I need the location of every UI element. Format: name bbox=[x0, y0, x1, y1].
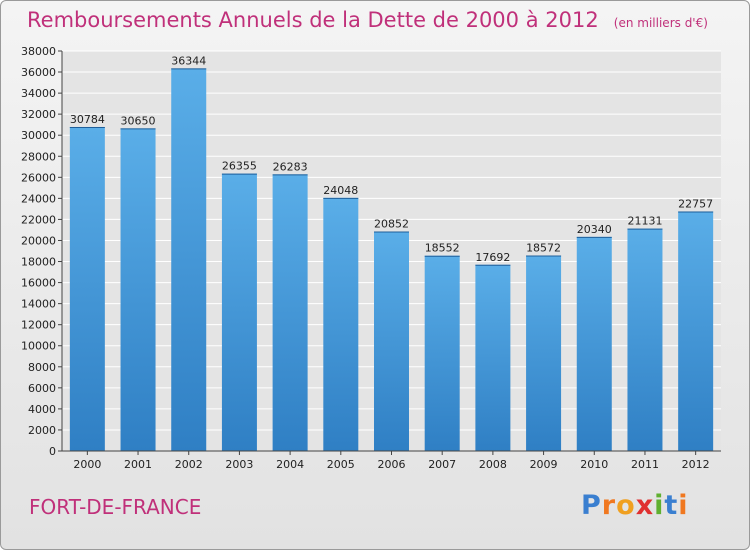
y-tick-label: 16000 bbox=[21, 277, 56, 290]
x-tick-label: 2011 bbox=[631, 458, 659, 471]
x-tick-label: 2005 bbox=[327, 458, 355, 471]
bars-group bbox=[69, 68, 714, 452]
y-tick-label: 30000 bbox=[21, 129, 56, 142]
x-tick-label: 2002 bbox=[175, 458, 203, 471]
brand-letter: i bbox=[678, 490, 689, 521]
data-label: 20340 bbox=[577, 223, 612, 236]
data-label: 22757 bbox=[678, 197, 713, 210]
bar bbox=[221, 173, 257, 451]
data-label: 26355 bbox=[222, 160, 257, 173]
y-tick-label: 18000 bbox=[21, 256, 56, 269]
bar bbox=[374, 231, 409, 451]
bar bbox=[526, 255, 562, 451]
data-label: 24048 bbox=[323, 184, 358, 197]
y-tick-label: 6000 bbox=[28, 382, 56, 395]
x-tick-label: 2000 bbox=[73, 458, 101, 471]
brand-letter: r bbox=[601, 490, 617, 521]
data-label: 18552 bbox=[425, 242, 460, 255]
y-tick-label: 34000 bbox=[21, 87, 56, 100]
title-row: Remboursements Annuels de la Dette de 20… bbox=[27, 8, 708, 32]
x-tick-label: 2004 bbox=[276, 458, 304, 471]
labels-group: 0 2000 4000 6000 8000 10000 12000 14000 16000 180… bbox=[21, 45, 713, 471]
x-tick-label: 2007 bbox=[428, 458, 456, 471]
y-tick-label: 14000 bbox=[21, 298, 56, 311]
y-tick-label: 8000 bbox=[28, 361, 56, 374]
x-tick-label: 2006 bbox=[378, 458, 406, 471]
data-label: 20852 bbox=[374, 218, 409, 231]
bar bbox=[171, 68, 207, 451]
bar bbox=[627, 228, 663, 451]
bar bbox=[475, 264, 511, 451]
data-label: 21131 bbox=[627, 215, 662, 228]
x-tick-label: 2001 bbox=[124, 458, 152, 471]
bar bbox=[576, 236, 612, 451]
x-tick-label: 2010 bbox=[580, 458, 608, 471]
y-tick-label: 20000 bbox=[21, 234, 56, 247]
city-name: FORT-DE-FRANCE bbox=[29, 495, 202, 519]
data-label: 30650 bbox=[121, 114, 156, 127]
y-tick-label: 10000 bbox=[21, 340, 56, 353]
bar bbox=[678, 211, 714, 451]
y-tick-label: 28000 bbox=[21, 150, 56, 163]
x-tick-label: 2008 bbox=[479, 458, 507, 471]
y-tick-label: 36000 bbox=[21, 66, 56, 79]
data-label: 30784 bbox=[70, 113, 105, 126]
y-tick-label: 4000 bbox=[28, 403, 56, 416]
bar bbox=[424, 255, 460, 451]
chart-title: Remboursements Annuels de la Dette de 20… bbox=[27, 8, 599, 32]
y-tick-label: 32000 bbox=[21, 108, 56, 121]
y-tick-label: 22000 bbox=[21, 213, 56, 226]
x-tick-label: 2012 bbox=[682, 458, 710, 471]
y-tick-label: 26000 bbox=[21, 171, 56, 184]
axes-group bbox=[58, 50, 721, 455]
brand-letter: x bbox=[635, 490, 655, 521]
brand-letter: i bbox=[654, 490, 665, 521]
bar bbox=[323, 197, 359, 451]
brand-logo: Proxiti bbox=[581, 490, 689, 521]
y-tick-label: 12000 bbox=[21, 319, 56, 332]
bar bbox=[69, 126, 105, 452]
data-label: 36344 bbox=[171, 54, 206, 67]
y-tick-label: 0 bbox=[49, 445, 56, 458]
y-tick-label: 38000 bbox=[21, 45, 56, 58]
bar bbox=[272, 174, 308, 451]
data-label: 26283 bbox=[273, 160, 308, 173]
chart-unit-label: (en milliers d'€) bbox=[613, 16, 708, 30]
brand-letter: t bbox=[664, 490, 679, 521]
brand-letter: P bbox=[581, 490, 602, 521]
x-tick-label: 2003 bbox=[225, 458, 253, 471]
data-label: 18572 bbox=[526, 242, 561, 255]
y-tick-label: 24000 bbox=[21, 192, 56, 205]
data-label: 17692 bbox=[475, 251, 510, 264]
y-tick-label: 2000 bbox=[28, 424, 56, 437]
bar bbox=[120, 128, 156, 452]
x-tick-label: 2009 bbox=[530, 458, 558, 471]
brand-letter: o bbox=[616, 490, 636, 521]
